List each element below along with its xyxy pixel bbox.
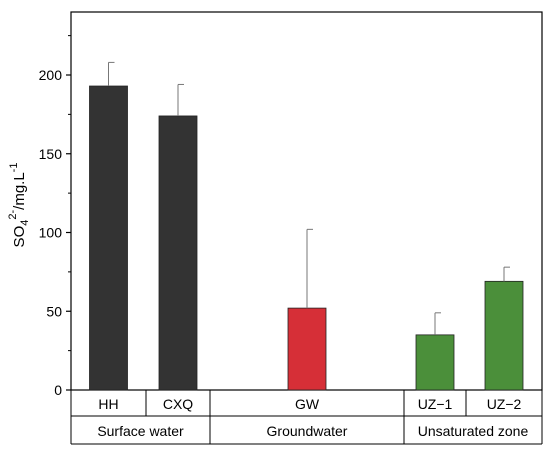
y-tick-label: 200 <box>39 67 63 83</box>
y-axis-label-sub: 4 <box>19 220 31 226</box>
group-label: Groundwater <box>267 423 348 439</box>
bar <box>89 85 128 391</box>
plot-area: 0 50 100 150 200 HH CXQ GW UZ−1 UZ−2 Surface water… <box>39 11 543 445</box>
category-label: UZ−2 <box>487 396 522 412</box>
y-axis-label-rest-sup: -1 <box>8 163 20 173</box>
y-axis-label-rest: /mg.L <box>11 172 28 210</box>
y-tick-label: 0 <box>54 382 62 398</box>
group-label: Unsaturated zone <box>418 423 529 439</box>
bar <box>484 280 524 391</box>
y-axis-label-main: SO <box>11 226 28 248</box>
group-label: Surface water <box>97 423 184 439</box>
category-label: HH <box>98 396 118 412</box>
category-label: CXQ <box>163 396 193 412</box>
bar <box>415 334 455 391</box>
y-axis-label-sup: 2- <box>7 210 19 220</box>
category-label: GW <box>295 396 320 412</box>
bar <box>158 115 198 391</box>
y-axis-label: SO42-/mg.L-1 <box>7 163 31 248</box>
category-label: UZ−1 <box>418 396 453 412</box>
y-tick-label: 150 <box>39 146 63 162</box>
y-tick-label: 100 <box>39 225 63 241</box>
y-tick-label: 50 <box>46 303 62 319</box>
bar <box>287 307 327 391</box>
